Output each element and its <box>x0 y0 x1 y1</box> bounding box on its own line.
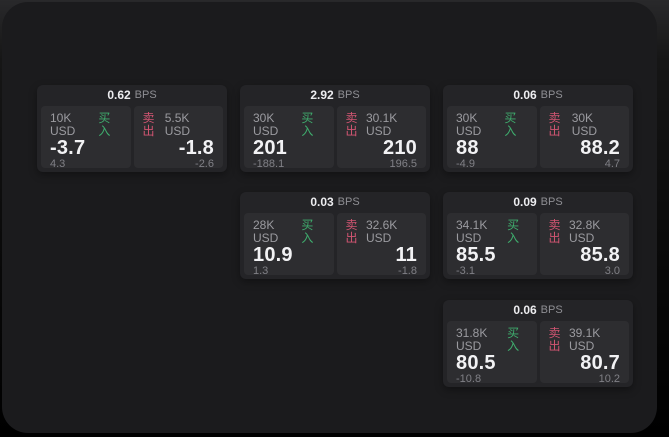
main-panel: 0.62 BPS 10K USD 买入 -3.7 4.3 卖出 5.5K USD… <box>2 2 657 433</box>
sell-size: 32.8K USD <box>568 218 601 245</box>
sell-size: 32.6K USD <box>365 218 398 245</box>
sell-side-label: 卖出 <box>142 111 155 138</box>
buy-side-label: 买入 <box>98 111 111 138</box>
bps-unit-label: BPS <box>540 89 563 101</box>
sell-quote-cell[interactable]: 卖出 30.1K USD 210 196.5 <box>336 106 426 170</box>
buy-size: 30K USD <box>253 111 279 138</box>
card-header: 0.06 BPS <box>447 85 629 106</box>
sell-size: 5.5K USD <box>164 111 191 138</box>
sell-side-label: 卖出 <box>345 111 358 138</box>
quote-body: 30K USD 买入 201 -188.1 卖出 30.1K USD 210 1… <box>244 106 426 170</box>
card-header: 0.09 BPS <box>447 192 629 213</box>
buy-size: 28K USD <box>253 218 279 245</box>
sell-quote-cell[interactable]: 卖出 32.8K USD 85.8 3.0 <box>539 213 629 277</box>
sell-sub-value: 4.7 <box>604 158 620 170</box>
buy-price: 201 <box>253 137 287 159</box>
buy-quote-cell[interactable]: 31.8K USD 买入 80.5 -10.8 <box>447 321 537 385</box>
quote-body: 30K USD 买入 88 -4.9 卖出 30K USD 88.2 4.7 <box>447 106 629 170</box>
bps-unit-label: BPS <box>134 89 157 101</box>
buy-size: 10K USD <box>50 111 76 138</box>
sell-sub-value: 196.5 <box>389 158 417 170</box>
buy-side-label: 买入 <box>301 218 314 245</box>
sell-quote-cell[interactable]: 卖出 39.1K USD 80.7 10.2 <box>539 321 629 385</box>
quote-card: 0.06 BPS 30K USD 买入 88 -4.9 卖出 30K USD 8… <box>443 85 633 172</box>
buy-side-label: 买入 <box>504 111 517 138</box>
quote-card: 0.03 BPS 28K USD 买入 10.9 1.3 卖出 32.6K US… <box>240 192 430 279</box>
bps-unit-label: BPS <box>540 304 563 316</box>
buy-price: 85.5 <box>456 244 496 266</box>
buy-side-label: 买入 <box>507 326 520 353</box>
bps-value: 0.03 <box>310 195 334 209</box>
sell-side-label: 卖出 <box>548 218 561 245</box>
bps-unit-label: BPS <box>337 89 360 101</box>
buy-quote-cell[interactable]: 28K USD 买入 10.9 1.3 <box>244 213 334 277</box>
buy-side-label: 买入 <box>507 218 520 245</box>
quote-card: 0.62 BPS 10K USD 买入 -3.7 4.3 卖出 5.5K USD… <box>37 85 227 172</box>
card-header: 0.03 BPS <box>244 192 426 213</box>
buy-sub-value: 4.3 <box>50 158 66 170</box>
sell-sub-value: 3.0 <box>604 265 620 277</box>
bps-value: 0.06 <box>513 303 537 317</box>
bps-unit-label: BPS <box>337 196 360 208</box>
buy-sub-value: 1.3 <box>253 265 269 277</box>
quote-body: 10K USD 买入 -3.7 4.3 卖出 5.5K USD -1.8 -2.… <box>41 106 223 170</box>
buy-quote-cell[interactable]: 10K USD 买入 -3.7 4.3 <box>41 106 131 170</box>
sell-side-label: 卖出 <box>345 218 358 245</box>
buy-side-label: 买入 <box>301 111 314 138</box>
buy-sub-value: -10.8 <box>456 373 482 385</box>
card-header: 0.62 BPS <box>41 85 223 106</box>
card-header: 0.06 BPS <box>447 300 629 321</box>
sell-size: 30K USD <box>571 111 598 138</box>
sell-quote-cell[interactable]: 卖出 5.5K USD -1.8 -2.6 <box>133 106 223 170</box>
bps-value: 0.06 <box>513 88 537 102</box>
sell-price: 210 <box>383 137 417 159</box>
sell-quote-cell[interactable]: 卖出 32.6K USD 11 -1.8 <box>336 213 426 277</box>
buy-sub-value: -188.1 <box>253 158 285 170</box>
sell-price: 88.2 <box>580 137 620 159</box>
quote-body: 28K USD 买入 10.9 1.3 卖出 32.6K USD 11 -1.8 <box>244 213 426 277</box>
buy-sub-value: -3.1 <box>456 265 475 277</box>
card-header: 2.92 BPS <box>244 85 426 106</box>
buy-quote-cell[interactable]: 30K USD 买入 201 -188.1 <box>244 106 334 170</box>
bps-value: 2.92 <box>310 88 334 102</box>
quote-card: 0.06 BPS 31.8K USD 买入 80.5 -10.8 卖出 39.1… <box>443 300 633 387</box>
buy-size: 31.8K USD <box>456 326 488 353</box>
sell-price: 11 <box>395 244 417 266</box>
quote-card: 0.09 BPS 34.1K USD 买入 85.5 -3.1 卖出 32.8K… <box>443 192 633 279</box>
quote-body: 31.8K USD 买入 80.5 -10.8 卖出 39.1K USD 80.… <box>447 321 629 385</box>
bps-value: 0.09 <box>513 195 537 209</box>
buy-sub-value: -4.9 <box>456 158 475 170</box>
bps-value: 0.62 <box>107 88 131 102</box>
sell-size: 30.1K USD <box>365 111 398 138</box>
buy-price: 80.5 <box>456 352 496 374</box>
buy-size: 30K USD <box>456 111 482 138</box>
sell-sub-value: -2.6 <box>195 158 214 170</box>
sell-size: 39.1K USD <box>568 326 601 353</box>
sell-quote-cell[interactable]: 卖出 30K USD 88.2 4.7 <box>539 106 629 170</box>
bps-unit-label: BPS <box>540 196 563 208</box>
sell-price: 85.8 <box>580 244 620 266</box>
sell-sub-value: 10.2 <box>598 373 620 385</box>
buy-price: 10.9 <box>253 244 293 266</box>
quote-card: 2.92 BPS 30K USD 买入 201 -188.1 卖出 30.1K … <box>240 85 430 172</box>
buy-quote-cell[interactable]: 30K USD 买入 88 -4.9 <box>447 106 537 170</box>
buy-price: -3.7 <box>50 137 86 159</box>
sell-price: -1.8 <box>178 137 214 159</box>
buy-price: 88 <box>456 137 479 159</box>
buy-quote-cell[interactable]: 34.1K USD 买入 85.5 -3.1 <box>447 213 537 277</box>
sell-side-label: 卖出 <box>548 111 561 138</box>
sell-price: 80.7 <box>580 352 620 374</box>
sell-side-label: 卖出 <box>548 326 561 353</box>
buy-size: 34.1K USD <box>456 218 488 245</box>
sell-sub-value: -1.8 <box>398 265 417 277</box>
quote-body: 34.1K USD 买入 85.5 -3.1 卖出 32.8K USD 85.8… <box>447 213 629 277</box>
